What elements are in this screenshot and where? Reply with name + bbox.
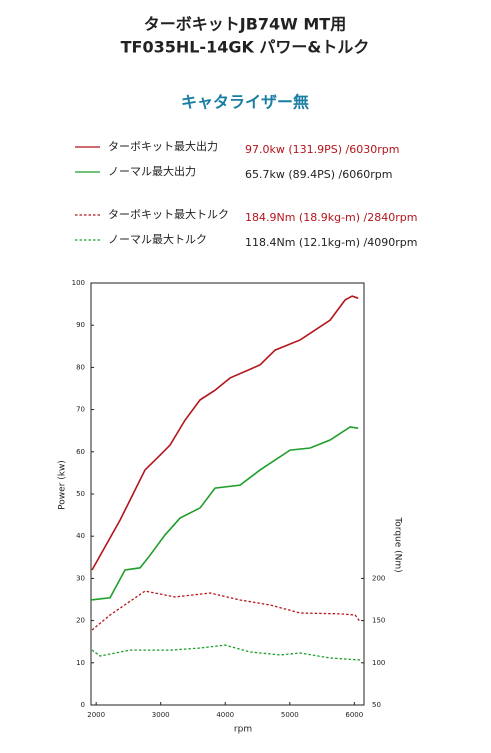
y2-tick-label: 150	[372, 617, 385, 625]
series-line	[90, 426, 359, 601]
x-axis-label: rpm	[234, 725, 252, 735]
subtitle: キャタライザー無	[181, 93, 309, 112]
peak-label: 65.7kw (89.4PS) /6060rpm	[245, 168, 392, 181]
y-axis-label: Power (kw)	[58, 460, 68, 510]
y-tick-label: 20	[76, 617, 85, 625]
series-line	[91, 590, 361, 631]
legend-label: ターボキット最大トルク	[108, 207, 229, 221]
y2-axis-label: Torque (Nm)	[393, 516, 403, 572]
plot-frame	[90, 282, 365, 706]
y-tick-label: 100	[72, 279, 85, 287]
y-tick-label: 40	[76, 532, 85, 540]
y-tick-label: 60	[76, 448, 85, 456]
x-tick-label: 2000	[87, 711, 105, 719]
series-line	[91, 295, 359, 571]
x-tick-label: 5000	[281, 711, 299, 719]
y2-tick-label: 200	[372, 574, 385, 582]
y-tick-label: 0	[81, 701, 85, 709]
y-tick-label: 80	[76, 363, 85, 371]
x-tick-label: 3000	[152, 711, 170, 719]
peak-label: 184.9Nm (18.9kg-m) /2840rpm	[245, 211, 417, 224]
y-tick-label: 10	[76, 659, 85, 667]
x-tick-label: 4000	[216, 711, 234, 719]
x-tick-label: 6000	[345, 711, 363, 719]
y-tick-label: 90	[76, 321, 85, 329]
legend-label: ノーマル最大出力	[108, 164, 196, 178]
title-line: ターボキットJB74W MT用	[144, 15, 346, 34]
peak-label: 118.4Nm (12.1kg-m) /4090rpm	[245, 236, 417, 249]
y-tick-label: 50	[76, 490, 85, 498]
y2-tick-label: 100	[372, 659, 385, 667]
y-tick-label: 70	[76, 406, 85, 414]
peak-label: 97.0kw (131.9PS) /6030rpm	[245, 143, 399, 156]
legend-label: ノーマル最大トルク	[108, 232, 207, 246]
series-line	[91, 644, 361, 661]
y-tick-label: 30	[76, 574, 85, 582]
y2-tick-label: 50	[372, 701, 381, 709]
title-line: TF035HL-14GK パワー&トルク	[121, 38, 370, 57]
legend-label: ターボキット最大出力	[108, 139, 218, 153]
